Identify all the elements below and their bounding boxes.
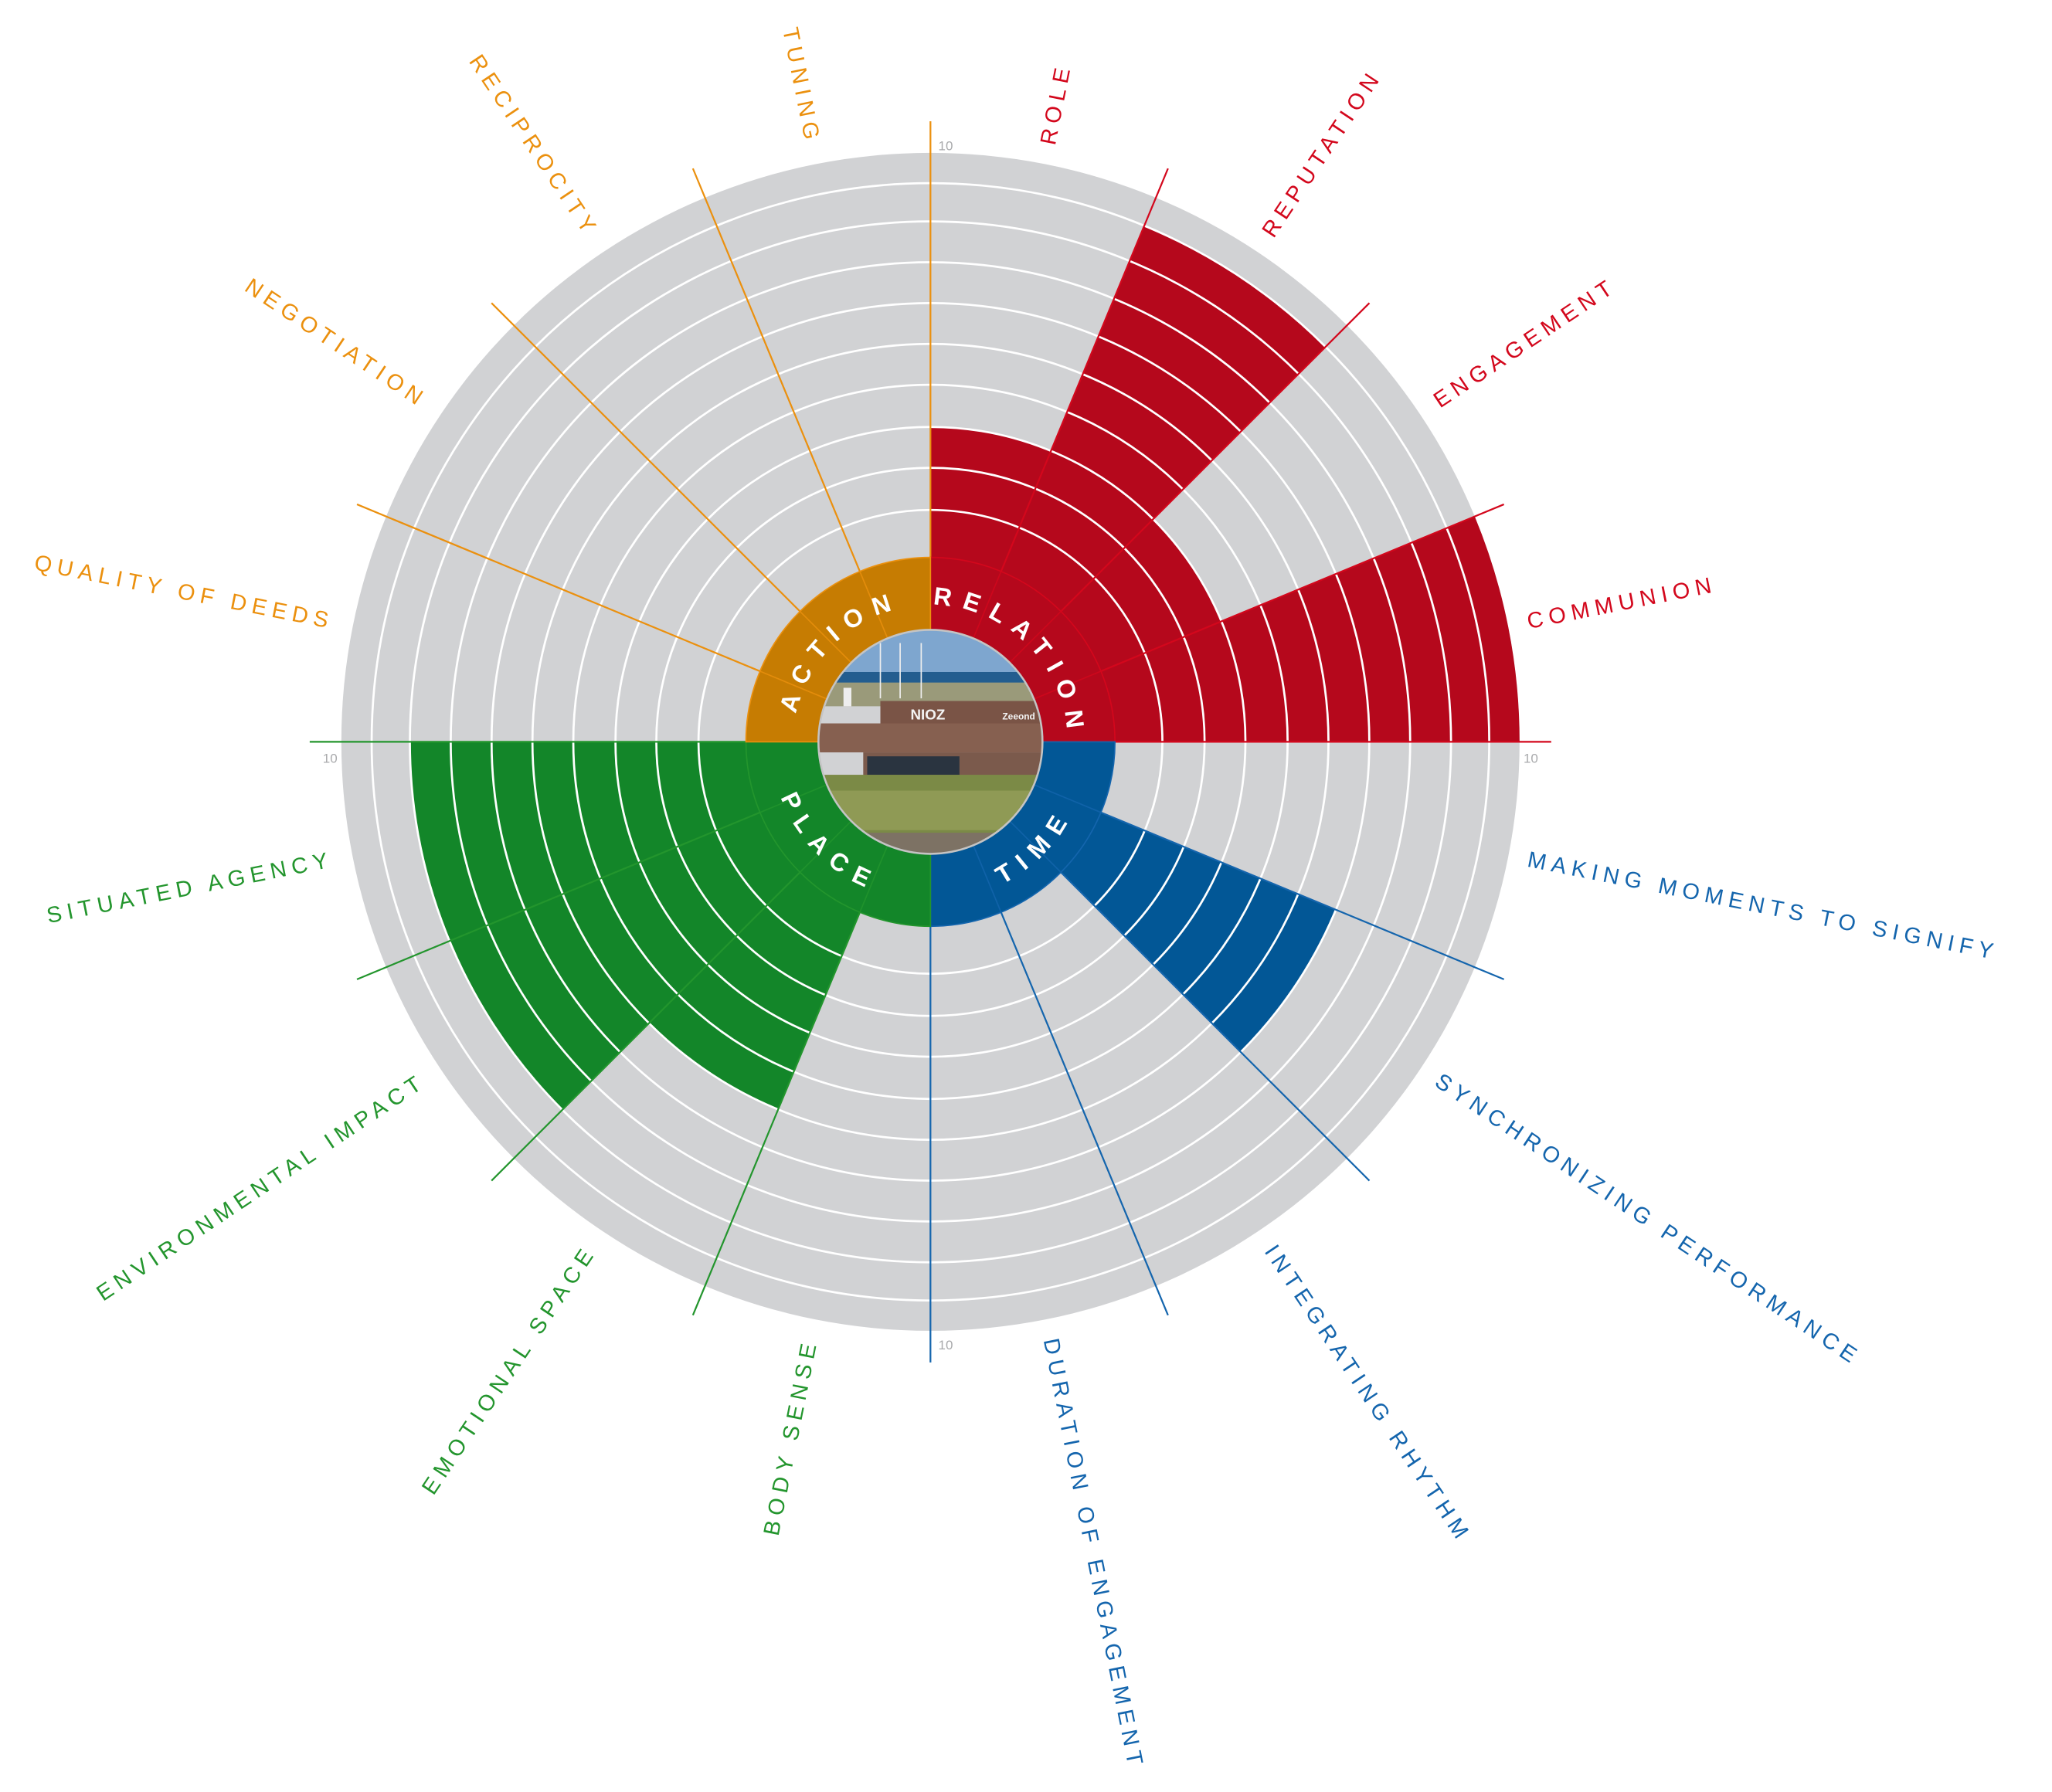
- sector-divider: [691, 909, 862, 1316]
- category-label: ENVIRONMENTAL IMPACT: [92, 1069, 430, 1306]
- bar-engagement: [1058, 519, 1221, 673]
- radial-tick-label: 10: [1524, 752, 1538, 766]
- bar-environmental-impact: [449, 811, 802, 1110]
- category-label: ENGAGEMENT: [1429, 273, 1622, 413]
- ring-divider: [1009, 610, 1062, 664]
- category-label: MAKING MOMENTS TO SIGNIFY: [1525, 847, 2000, 966]
- bar-role: [930, 426, 1051, 574]
- sector-divider: [356, 810, 763, 980]
- bar-situated-agency: [409, 742, 763, 942]
- category-label: BODY SENSE: [759, 1336, 823, 1538]
- ring-divider: [1009, 820, 1062, 873]
- photo-border: [817, 629, 1044, 855]
- category-label: EMOTIONAL SPACE: [417, 1240, 601, 1499]
- sector-divider: [1098, 503, 1505, 674]
- sector-divider: [1058, 870, 1371, 1182]
- radial-tick-label: 10: [323, 752, 338, 766]
- category-label: NEGOTIATION: [240, 274, 432, 413]
- bar-emotional-space: [649, 870, 861, 1110]
- sector-divider: [491, 870, 803, 1182]
- ring-divider: [859, 845, 888, 913]
- category-label: ROLE: [1036, 61, 1076, 148]
- category-label: TUNING: [777, 25, 824, 147]
- ring-divider: [759, 670, 827, 700]
- ring-divider: [973, 571, 1002, 639]
- category-label: SYNCHRONIZING PERFORMANCE: [1430, 1069, 1865, 1371]
- category-label: COMMUNION: [1525, 572, 1719, 634]
- sector-divider: [1058, 302, 1371, 614]
- ring-divider: [1033, 670, 1102, 700]
- category-label: RECIPROCITY: [464, 50, 603, 242]
- ring-divider: [859, 571, 888, 639]
- ring-divider: [799, 610, 852, 664]
- sector-dividers: [309, 120, 1551, 1363]
- ring-divider: [973, 845, 1002, 913]
- sector-divider: [691, 168, 862, 575]
- ring-divider: [799, 820, 852, 873]
- category-label: QUALITY OF DEEDS: [32, 551, 336, 634]
- category-label: SITUATED AGENCY: [45, 847, 335, 928]
- radial-tick-label: 10: [939, 1338, 953, 1352]
- category-label: DURATION OF ENGAGEMENT: [1038, 1336, 1148, 1773]
- photo-sign-nioz: NIOZ: [911, 706, 946, 722]
- sector-divider: [491, 302, 803, 614]
- sector-divider: [999, 168, 1169, 575]
- category-label: REPUTATION: [1258, 65, 1388, 242]
- radial-tick-labels: 10 10 10 10: [323, 138, 1538, 1352]
- sector-divider: [356, 503, 763, 674]
- category-label: INTEGRATING RHYTHM: [1259, 1240, 1476, 1548]
- ring-divider: [1033, 784, 1102, 813]
- ring-divider: [759, 784, 827, 813]
- sector-divider: [999, 909, 1169, 1316]
- sector-divider: [1098, 810, 1505, 980]
- photo-sign-zeeond: Zeeond: [1002, 711, 1034, 721]
- bar-synchronizing-performance: [1058, 811, 1337, 1053]
- bar-communion: [1098, 516, 1520, 742]
- radial-tick-label: 10: [939, 138, 953, 153]
